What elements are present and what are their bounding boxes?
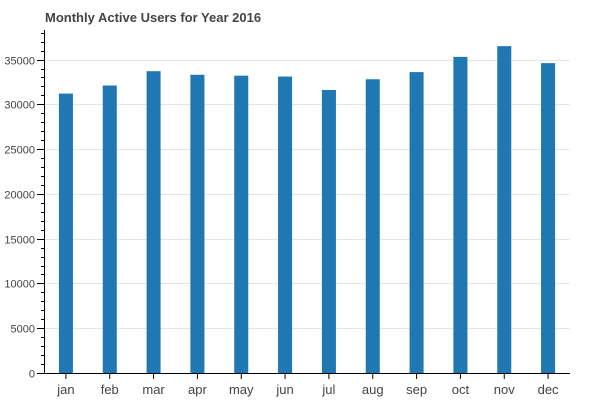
chart-title: Monthly Active Users for Year 2016 xyxy=(45,10,261,25)
axes xyxy=(44,30,570,374)
y-tick-label: 5000 xyxy=(11,324,35,336)
bar-aug xyxy=(365,79,380,373)
y-tick-label: 0 xyxy=(29,369,35,381)
x-tick-label: mar xyxy=(142,382,165,397)
y-tick-label: 20000 xyxy=(4,190,35,202)
x-tick-label: apr xyxy=(188,382,207,397)
bar-may xyxy=(234,75,249,374)
bar-jan xyxy=(58,93,73,373)
bar-oct xyxy=(453,56,468,374)
y-tick-label: 30000 xyxy=(4,100,35,112)
x-tick-label: aug xyxy=(362,382,384,397)
y-tick-label: 10000 xyxy=(4,279,35,291)
x-axis-ticks: jan feb mar apr may jun jul aug sep oct nov dec xyxy=(56,373,559,397)
bar-sep xyxy=(409,72,424,373)
x-tick-label: jun xyxy=(275,382,293,397)
bar-jun xyxy=(278,76,293,373)
y-tick-label: 25000 xyxy=(4,145,35,157)
x-tick-label: dec xyxy=(538,382,559,397)
bar-dec xyxy=(541,63,556,373)
x-tick-label: may xyxy=(229,382,254,397)
x-tick-label: feb xyxy=(101,382,119,397)
bars xyxy=(58,46,556,374)
y-tick-label: 35000 xyxy=(4,56,35,68)
bar-mar xyxy=(146,71,161,373)
bar-apr xyxy=(190,74,205,373)
grid-lines xyxy=(44,60,570,374)
x-tick-label: jul xyxy=(321,382,335,397)
x-tick-label: nov xyxy=(494,382,515,397)
x-tick-label: sep xyxy=(406,382,427,397)
bar-feb xyxy=(102,85,117,374)
bar-jul xyxy=(321,90,336,373)
bar-nov xyxy=(497,46,512,374)
x-tick-label: oct xyxy=(452,382,470,397)
y-tick-label: 15000 xyxy=(4,235,35,247)
x-tick-label: jan xyxy=(56,382,74,397)
y-axis-ticks: 0 5000 10000 15000 20000 25000 30000 35000 xyxy=(4,33,44,381)
